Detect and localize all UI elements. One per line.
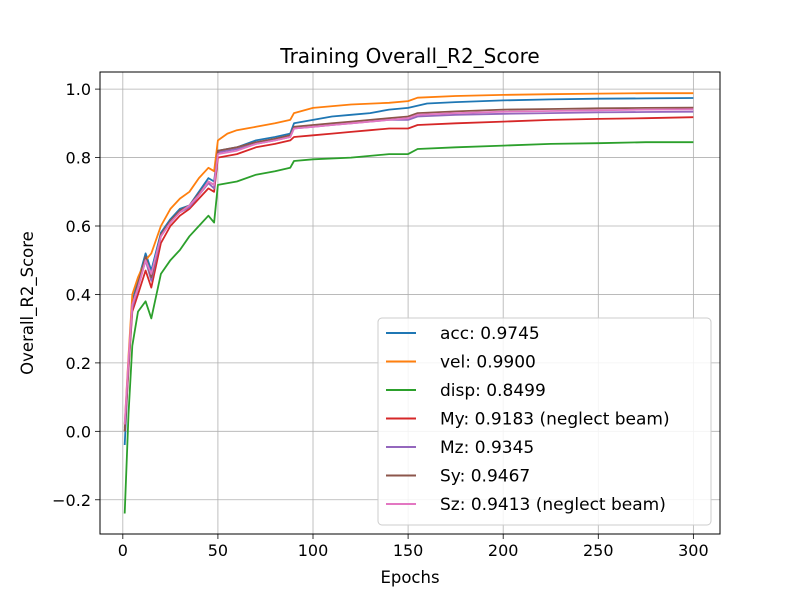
- x-tick-label: 250: [583, 541, 614, 560]
- series-line-3: [123, 116, 694, 432]
- legend-label: Mz: 0.9345: [440, 438, 534, 458]
- x-axis-label: Epochs: [380, 568, 439, 587]
- y-tick-label: 0.6: [66, 217, 91, 236]
- legend-label: disp: 0.8499: [440, 381, 546, 401]
- legend-label: acc: 0.9745: [440, 324, 540, 344]
- plot-frame: [99, 71, 721, 535]
- x-tick-label: 200: [488, 541, 519, 560]
- y-tick-label: 1.0: [66, 80, 91, 99]
- y-tick-label: −0.2: [52, 491, 91, 510]
- chart-title: Training Overall_R2_Score: [279, 44, 539, 68]
- series-layer: [123, 92, 694, 514]
- series-line-6: [123, 108, 694, 425]
- x-tick-label: 0: [118, 541, 128, 560]
- legend-label: vel: 0.9900: [440, 353, 536, 373]
- x-tick-label: 150: [393, 541, 424, 560]
- x-tick-label: 100: [298, 541, 329, 560]
- legend-box: [377, 317, 712, 526]
- series-line-1: [123, 92, 694, 425]
- y-axis-label: Overall_R2_Score: [18, 231, 38, 375]
- legend-label: Sz: 0.9413 (neglect beam): [440, 495, 666, 515]
- y-tick-label: 0.2: [66, 354, 91, 373]
- y-tick-label: 0.0: [66, 422, 91, 441]
- legend-label: Sy: 0.9467: [440, 467, 530, 487]
- x-tick-label: 300: [678, 541, 709, 560]
- legend-label: My: 0.9183 (neglect beam): [440, 410, 670, 430]
- series-line-2: [123, 141, 694, 514]
- y-axis: −0.2 0.0 0.2 0.4 0.6 0.8 1.0: [52, 80, 100, 510]
- x-tick-label: 50: [208, 541, 228, 560]
- x-axis: 0 50 100 150 200 250 300: [118, 534, 709, 560]
- y-tick-label: 0.8: [66, 149, 91, 168]
- legend: acc: 0.9745 vel: 0.9900 disp: 0.8499 My: 0.…: [377, 317, 712, 526]
- y-tick-label: 0.4: [66, 285, 91, 304]
